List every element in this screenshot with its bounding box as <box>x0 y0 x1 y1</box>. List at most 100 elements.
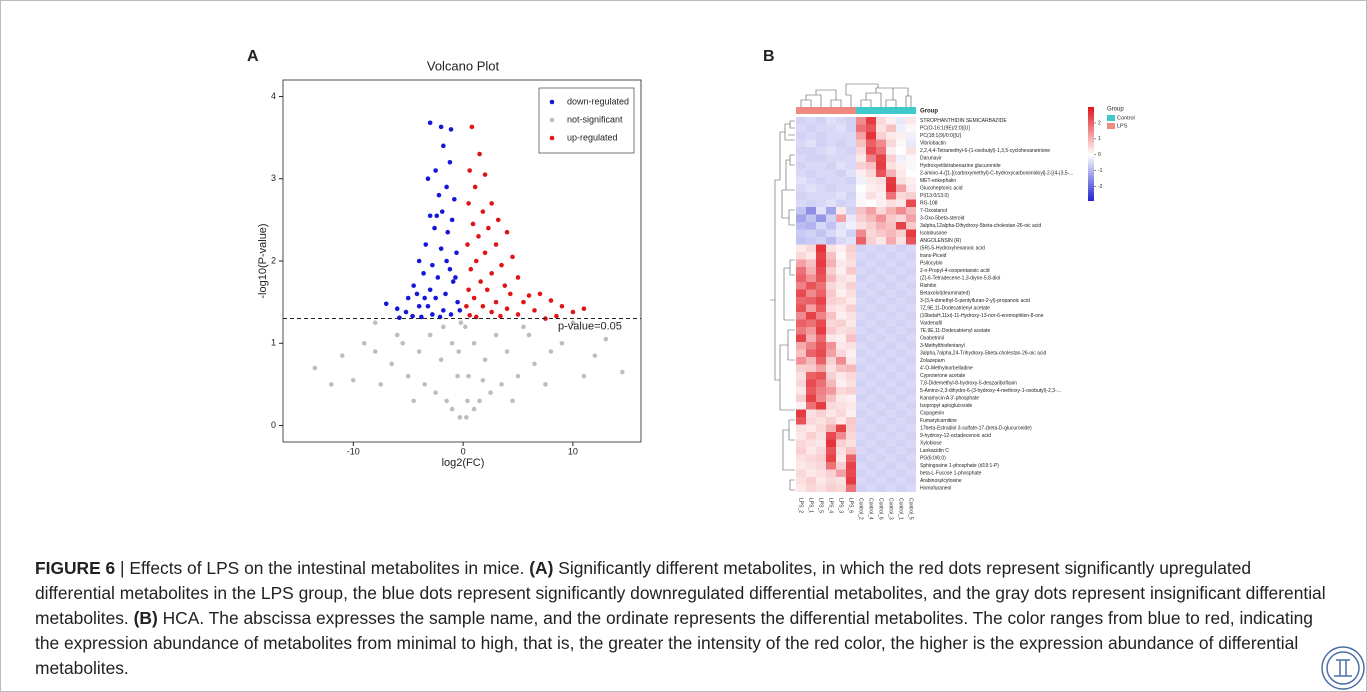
cell <box>866 432 876 440</box>
row-label: Homofuraneol <box>920 486 951 492</box>
row-label: 7Z,9E,11-Dodecatrienyl acetate <box>920 306 990 312</box>
cell <box>836 394 846 402</box>
cell <box>896 177 906 185</box>
cell <box>806 424 816 432</box>
cell <box>876 394 886 402</box>
cell <box>886 312 896 320</box>
cell <box>806 334 816 342</box>
cell <box>826 274 836 282</box>
point <box>515 275 521 280</box>
cell <box>836 447 846 455</box>
row-label: Zolazepam <box>920 358 945 364</box>
cell <box>846 147 856 155</box>
cell <box>866 424 876 432</box>
cell <box>816 334 826 342</box>
cell <box>836 229 846 237</box>
point <box>457 308 463 313</box>
point <box>570 320 576 326</box>
cell <box>836 372 846 380</box>
row-label: PC(O-16:1(9E)/2:0)[U] <box>920 126 970 132</box>
cell <box>806 274 816 282</box>
cell <box>846 192 856 200</box>
point <box>403 309 409 315</box>
cell <box>826 387 836 395</box>
cell <box>876 319 886 327</box>
point <box>620 369 625 375</box>
cell <box>876 469 886 477</box>
legend-marker <box>549 135 555 141</box>
point <box>394 306 400 312</box>
point <box>464 303 469 309</box>
point <box>521 299 526 305</box>
point <box>416 303 422 309</box>
cell <box>836 477 846 485</box>
cell <box>856 169 866 177</box>
cell <box>906 447 916 455</box>
row-label: Psilocybin <box>920 261 943 267</box>
point <box>486 225 491 231</box>
cell <box>796 192 806 200</box>
column-label: LPS_1 <box>808 498 814 513</box>
cell <box>826 334 836 342</box>
cell <box>866 402 876 410</box>
caption-text: | Effects of LPS on the intestinal metab… <box>115 558 530 578</box>
cell <box>816 357 826 365</box>
cell <box>846 169 856 177</box>
cell <box>846 387 856 395</box>
cell <box>876 147 886 155</box>
point <box>465 398 470 404</box>
cell <box>816 289 826 297</box>
y-tick-label: 3 <box>271 173 276 183</box>
cell <box>806 484 816 492</box>
cell <box>816 432 826 440</box>
point <box>453 275 458 280</box>
cell <box>806 222 816 230</box>
point <box>482 172 488 177</box>
cell <box>796 139 806 147</box>
point <box>456 349 462 354</box>
cell <box>886 342 896 350</box>
cell <box>866 379 876 387</box>
cell <box>886 409 896 417</box>
panel-label: B <box>763 48 775 65</box>
cell <box>896 447 906 455</box>
cell <box>856 199 866 207</box>
cell <box>826 177 836 185</box>
point <box>432 225 437 231</box>
cell <box>796 417 806 425</box>
cell <box>876 372 886 380</box>
cell <box>856 162 866 170</box>
cell <box>886 162 896 170</box>
cell <box>906 154 916 162</box>
cell <box>806 184 816 192</box>
group-cell <box>836 107 846 114</box>
row-label: Sphingosine 1-phosphate (d19:1-P) <box>920 463 999 469</box>
cell <box>896 282 906 290</box>
column-label: LPS_4 <box>828 498 834 513</box>
cell <box>846 229 856 237</box>
column-label: LPS_3 <box>838 498 844 513</box>
x-axis-label: log2(FC) <box>442 457 485 469</box>
point <box>425 176 431 182</box>
cell <box>886 349 896 357</box>
cell <box>846 252 856 260</box>
cell <box>846 357 856 365</box>
cell <box>806 357 816 365</box>
point <box>548 349 554 354</box>
cell <box>886 199 896 207</box>
cell <box>866 342 876 350</box>
cell <box>806 289 816 297</box>
cell <box>826 417 836 425</box>
cell <box>836 432 846 440</box>
row-label: STROPHANTHIDIN SEMICARBAZIDE <box>920 118 1007 124</box>
point <box>443 291 448 297</box>
point <box>495 217 501 223</box>
row-label: 3alpha,7alpha,24-Trihydroxy-5beta-choles… <box>920 351 1046 357</box>
cell <box>806 447 816 455</box>
point <box>448 127 454 132</box>
cell <box>896 342 906 350</box>
cell <box>886 192 896 200</box>
y-tick-label: 2 <box>271 255 276 265</box>
cell <box>796 229 806 237</box>
cell <box>806 207 816 215</box>
